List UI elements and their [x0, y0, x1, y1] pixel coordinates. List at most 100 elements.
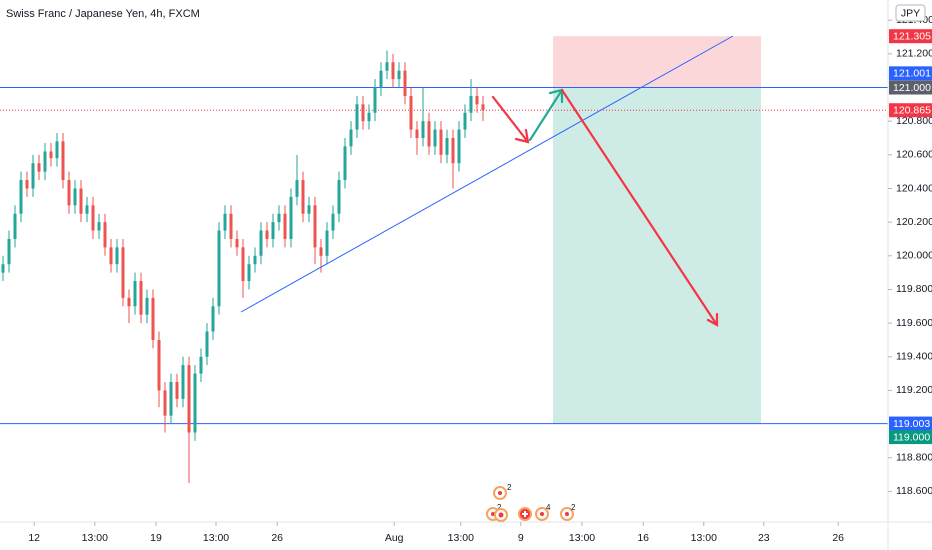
- candle-body: [277, 213, 281, 223]
- candle-body: [367, 112, 371, 122]
- candle-body: [343, 146, 347, 181]
- candle-body: [457, 129, 461, 164]
- x-tick-label: 13:00: [691, 532, 717, 544]
- candle-body: [49, 151, 53, 159]
- candle-body: [25, 180, 29, 189]
- x-tick-label: 9: [518, 532, 524, 544]
- price-badge: [889, 80, 932, 95]
- candle-body: [115, 247, 119, 265]
- candle-body: [139, 281, 143, 315]
- candle-body: [385, 62, 389, 71]
- candle-body: [379, 70, 383, 88]
- price-badge-label: 120.865: [893, 105, 931, 117]
- candle-body: [181, 365, 185, 399]
- event-dot: [540, 512, 544, 516]
- y-tick-label: 120.600: [896, 149, 932, 161]
- candle-body: [421, 121, 425, 138]
- candle-body: [79, 188, 83, 214]
- candle-body: [253, 255, 257, 265]
- y-tick-label: 119.400: [896, 351, 932, 363]
- event-count: 2: [571, 503, 576, 512]
- candle-body: [415, 129, 419, 138]
- candle-body: [361, 104, 365, 122]
- candle-body: [307, 205, 311, 214]
- candle-body: [301, 180, 305, 214]
- event-dot: [565, 512, 569, 516]
- price-badge-label: 121.000: [893, 82, 931, 94]
- y-tick-label: 121.200: [896, 48, 932, 60]
- price-badge-label: 121.001: [893, 68, 931, 80]
- y-tick-label: 119.800: [896, 283, 932, 295]
- currency-box[interactable]: [895, 4, 926, 22]
- candle-body: [271, 222, 275, 239]
- candle-body: [313, 205, 317, 248]
- y-tick-label: 120.200: [896, 216, 932, 228]
- y-tick-label: 118.600: [896, 485, 932, 497]
- arrow-down-short: [491, 95, 530, 144]
- y-tick-label: 118.800: [896, 452, 932, 464]
- x-tick-label: 13:00: [569, 532, 595, 544]
- candle-body: [37, 163, 41, 172]
- candle-body: [217, 230, 221, 307]
- candle-body: [19, 180, 23, 214]
- candle-body: [475, 95, 479, 105]
- candle-body: [325, 230, 329, 256]
- candle-body: [205, 331, 209, 357]
- x-tick-label: 23: [758, 532, 770, 544]
- x-tick-label: 26: [832, 532, 844, 544]
- candle-body: [451, 137, 455, 164]
- candle-body: [295, 180, 299, 197]
- candle-body: [481, 104, 485, 111]
- candle-body: [427, 121, 431, 147]
- candle-body: [439, 129, 443, 155]
- candle-body: [169, 382, 173, 416]
- candle-body: [283, 213, 287, 239]
- candle-body: [151, 297, 155, 340]
- candle-body: [91, 205, 95, 231]
- y-tick-label: 119.600: [896, 317, 932, 329]
- candle-body: [445, 137, 449, 155]
- candle-body: [175, 382, 179, 399]
- candle-body: [163, 390, 167, 416]
- candle-body: [265, 230, 269, 239]
- candle-body: [43, 151, 47, 172]
- x-tick-label: 26: [271, 532, 283, 544]
- x-tick-label: Aug: [385, 532, 404, 544]
- x-tick-label: 12: [28, 532, 40, 544]
- candle-body: [13, 213, 17, 239]
- candle-body: [97, 222, 101, 231]
- candle-body: [31, 163, 35, 189]
- target-zone: [553, 87, 761, 424]
- candle-body: [7, 238, 11, 265]
- candle-body: [199, 356, 203, 374]
- candle-body: [1, 264, 5, 273]
- candle-body: [55, 141, 59, 159]
- event-cross: [522, 511, 528, 517]
- trendline: [240, 35, 734, 313]
- candle-body: [373, 87, 377, 113]
- price-badge: [889, 103, 932, 118]
- candle-body: [349, 129, 353, 147]
- candle-body: [463, 112, 467, 130]
- candle-body: [397, 70, 401, 80]
- candle-body: [67, 180, 71, 206]
- candle-body: [259, 230, 263, 256]
- y-tick-label: 119.200: [896, 384, 932, 396]
- candle-body: [241, 247, 245, 282]
- y-tick-label: 120.000: [896, 250, 932, 262]
- candle-body: [73, 188, 77, 206]
- chart-title: Swiss Franc / Japanese Yen, 4h, FXCM: [6, 8, 200, 20]
- event-count: 2: [497, 503, 502, 512]
- event-dot: [498, 491, 502, 495]
- arrows: [491, 88, 719, 327]
- candle-body: [223, 213, 227, 231]
- candle-body: [403, 70, 407, 96]
- event-count: 4: [546, 503, 551, 512]
- y-tick-label: 120.800: [896, 115, 932, 127]
- price-badge: [889, 29, 932, 44]
- stop-zone: [553, 36, 761, 88]
- axes: 121.400121.200120.800120.600120.400120.2…: [28, 14, 932, 544]
- candle-body: [157, 339, 161, 391]
- candle-body: [469, 95, 473, 113]
